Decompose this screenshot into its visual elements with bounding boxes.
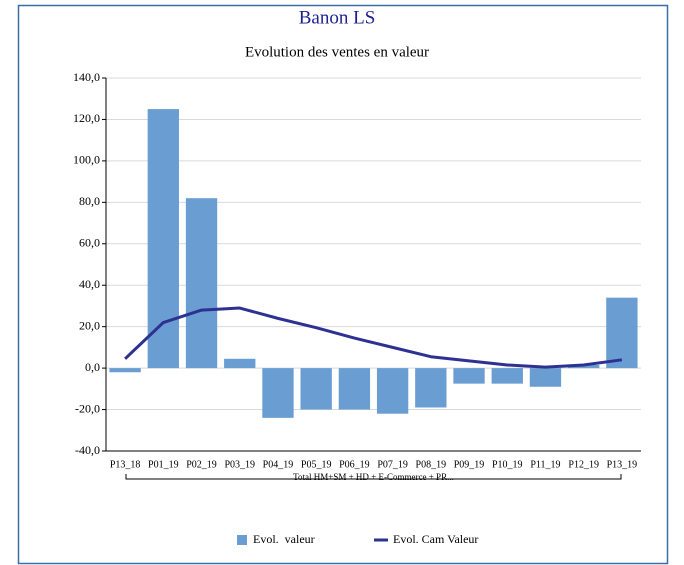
bar [606,297,638,369]
bar [568,365,600,369]
bar [300,368,332,410]
x-tick-label: P01_19 [148,459,179,470]
y-tick-label: 40,0 [79,277,100,291]
y-tick-label: -20,0 [75,401,100,415]
x-tick-label: P03_19 [224,459,255,470]
chart-frame [17,4,669,565]
x-tick-label: P10_19 [492,459,523,470]
legend-label: Evol. valeur [253,532,315,546]
bar [109,368,141,373]
bar [338,368,371,410]
bar [529,368,562,387]
y-tick-label: 20,0 [79,318,100,332]
chart-subtitle: Evolution des ventes en valeur [245,44,429,60]
group-bracket [125,474,622,480]
x-tick-label: P04_19 [263,459,294,470]
bar [453,368,485,384]
bar [147,109,179,369]
chart-title: Banon LS [299,7,376,28]
y-tick-label: 0,0 [85,360,100,374]
bar [262,368,294,418]
x-tick-label: P13_18 [110,459,141,470]
y-tick-label: 140,0 [73,70,100,84]
bar [224,358,256,369]
x-tick-label: P13_19 [607,459,638,470]
group-label: Total HM+SM + HD + E-Commerce + PR... [293,472,454,482]
x-tick-label: P08_19 [416,459,447,470]
x-tick-label: P07_19 [377,459,408,470]
y-tick-label: 80,0 [79,194,100,208]
x-tick-label: P02_19 [186,459,217,470]
bar [491,368,523,384]
bar [376,368,409,414]
bar [415,368,447,408]
x-tick-label: P06_19 [339,459,370,470]
legend-label: Evol. Cam Valeur [393,532,478,546]
x-tick-label: P05_19 [301,459,332,470]
legend-swatch [237,535,247,545]
x-tick-label: P11_19 [530,459,560,470]
x-tick-label: P12_19 [568,459,599,470]
line [124,306,623,369]
y-tick-label: 100,0 [73,153,100,167]
bar [185,198,218,369]
x-tick-label: P09_19 [454,459,485,470]
y-tick-label: 60,0 [79,236,100,250]
y-tick-label: 120,0 [73,111,100,125]
y-tick-label: -40,0 [75,443,100,457]
